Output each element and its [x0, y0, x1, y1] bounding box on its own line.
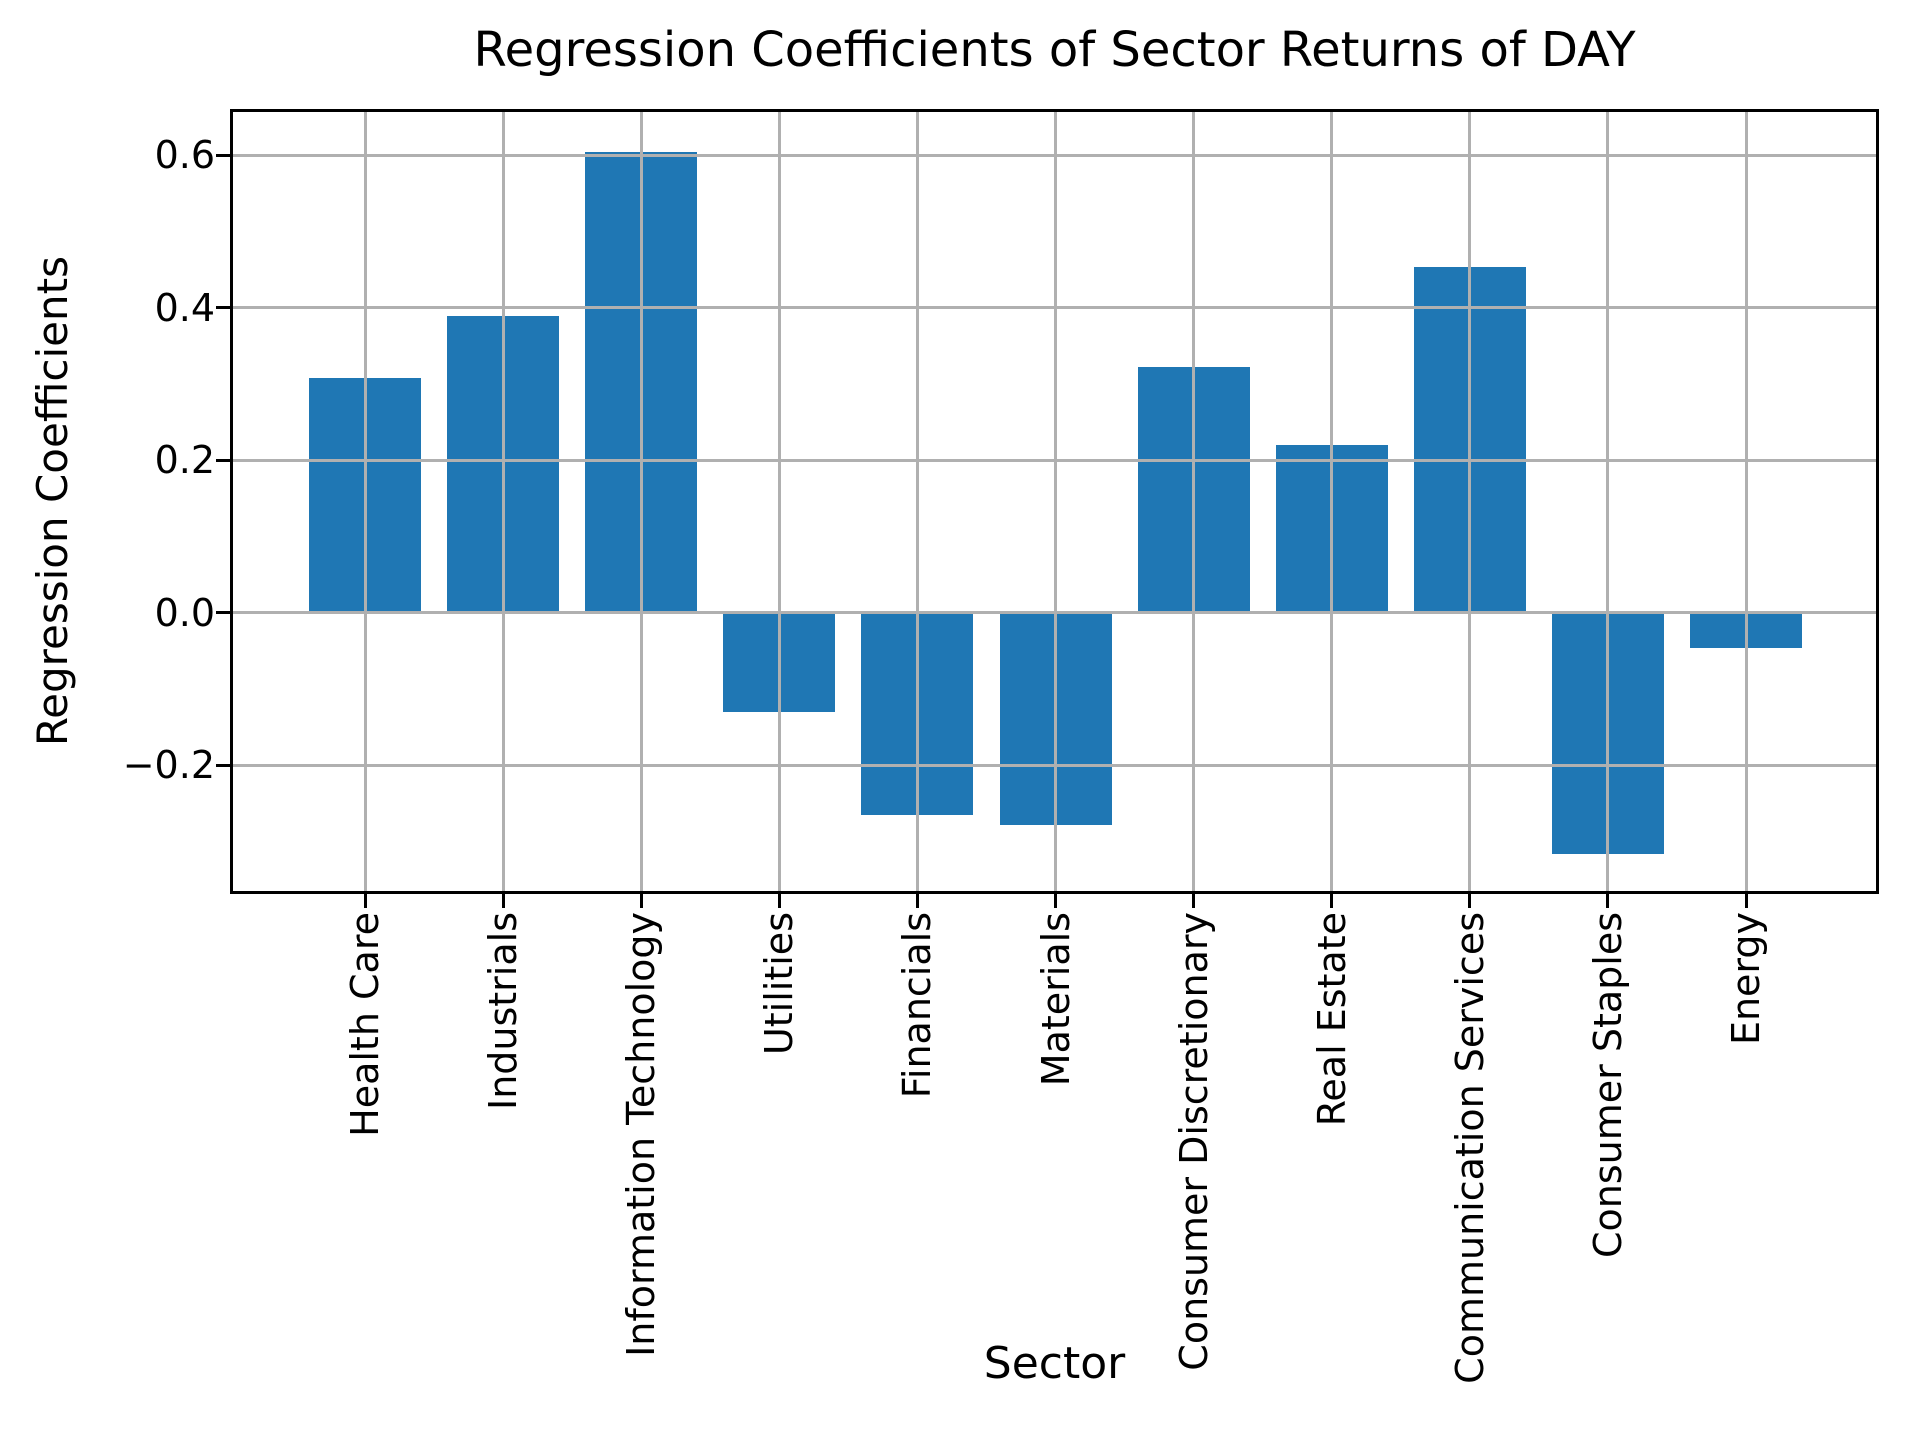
- x-axis-label: Sector: [983, 1338, 1126, 1389]
- x-tick-label: Consumer Discretionary: [1171, 912, 1216, 1371]
- y-tick: [216, 306, 230, 310]
- x-tick-label: Real Estate: [1309, 912, 1354, 1127]
- v-gridline: [1192, 112, 1196, 891]
- x-tick-label: Consumer Staples: [1585, 912, 1630, 1259]
- x-tick-label: Health Care: [343, 912, 387, 1137]
- y-tick: [216, 763, 230, 767]
- v-gridline: [777, 112, 781, 891]
- y-tick-label: 0.0: [154, 590, 215, 635]
- v-gridline: [639, 112, 643, 891]
- x-tick: [1192, 894, 1196, 908]
- h-gridline: [233, 763, 1876, 767]
- x-tick: [1744, 894, 1748, 908]
- x-tick-label: Materials: [1033, 912, 1078, 1087]
- v-gridline: [1054, 112, 1057, 891]
- y-tick-label: 0.4: [154, 285, 215, 330]
- x-tick-label: Energy: [1724, 912, 1768, 1046]
- x-tick: [363, 894, 367, 908]
- v-gridline: [1330, 112, 1334, 891]
- v-gridline: [1606, 112, 1610, 891]
- x-tick: [1054, 894, 1057, 908]
- x-tick-label: Information Technology: [619, 912, 664, 1357]
- x-tick: [1330, 894, 1334, 908]
- y-tick-label: 0.6: [154, 133, 215, 178]
- x-tick: [915, 894, 919, 908]
- x-tick: [501, 894, 505, 908]
- y-tick-label: 0.2: [154, 438, 215, 483]
- chart-title: Regression Coefficients of Sector Return…: [473, 22, 1636, 78]
- v-gridline: [915, 112, 919, 891]
- v-gridline: [1468, 112, 1472, 891]
- h-gridline: [233, 153, 1876, 157]
- v-gridline: [501, 112, 505, 891]
- x-tick-label: Utilities: [757, 912, 802, 1056]
- h-gridline: [233, 458, 1876, 462]
- h-gridline: [233, 611, 1876, 615]
- x-tick: [639, 894, 643, 908]
- y-tick: [216, 153, 230, 157]
- h-gridline: [233, 306, 1876, 310]
- x-tick-label: Industrials: [481, 912, 526, 1111]
- x-tick-label: Financials: [895, 912, 940, 1099]
- y-tick-label: −0.2: [122, 743, 215, 788]
- v-gridline: [1744, 112, 1748, 891]
- x-tick: [777, 894, 781, 908]
- v-gridline: [363, 112, 367, 891]
- x-tick: [1468, 894, 1472, 908]
- x-tick: [1606, 894, 1610, 908]
- y-tick: [216, 611, 230, 615]
- x-tick-label: Communication Services: [1447, 912, 1492, 1384]
- y-tick: [216, 458, 230, 462]
